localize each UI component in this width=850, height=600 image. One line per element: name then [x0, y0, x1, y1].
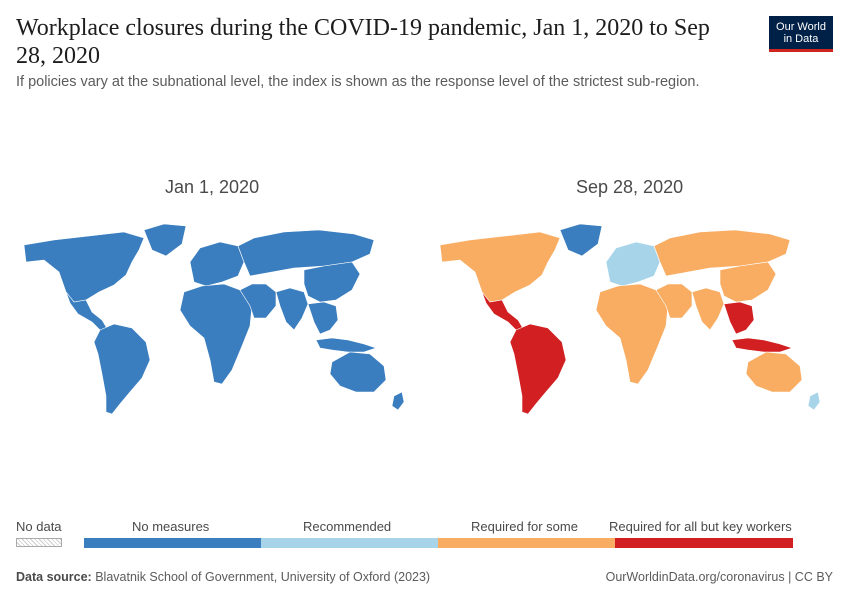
legend-swatch-recommended[interactable] — [261, 538, 438, 548]
legend-label-no-measures: No measures — [132, 519, 210, 534]
region-indonesia[interactable] — [315, 337, 377, 353]
region-southeast-asia[interactable] — [307, 301, 339, 335]
legend-swatch-required-all[interactable] — [615, 538, 793, 548]
region-middle-east[interactable] — [239, 283, 277, 319]
region-north-america[interactable] — [23, 231, 145, 303]
region-africa[interactable] — [179, 283, 253, 385]
map-sep-28-2020 — [439, 223, 821, 415]
region-africa[interactable] — [595, 283, 669, 385]
region-europe[interactable] — [605, 241, 661, 287]
region-middle-east[interactable] — [655, 283, 693, 319]
region-south-asia[interactable] — [275, 287, 309, 331]
region-indonesia[interactable] — [731, 337, 793, 353]
region-russia-central-asia[interactable] — [653, 229, 791, 277]
map-title-jan: Jan 1, 2020 — [165, 177, 260, 197]
owid-logo[interactable]: Our World in Data — [769, 16, 833, 52]
region-new-zealand[interactable] — [391, 391, 405, 411]
legend-no-data-label: No data — [16, 519, 62, 534]
region-greenland[interactable] — [559, 223, 603, 257]
region-australia[interactable] — [745, 351, 803, 393]
data-source-label: Data source: — [16, 570, 92, 584]
data-source: Data source: Blavatnik School of Governm… — [16, 570, 430, 584]
region-east-asia[interactable] — [719, 261, 777, 303]
region-australia[interactable] — [329, 351, 387, 393]
data-source-text: Blavatnik School of Government, Universi… — [95, 570, 431, 584]
region-south-america[interactable] — [93, 323, 151, 415]
chart-title: Workplace closures during the COVID-19 p… — [16, 15, 710, 69]
region-south-america[interactable] — [509, 323, 567, 415]
region-greenland[interactable] — [143, 223, 187, 257]
legend-swatch-no-measures[interactable] — [84, 538, 261, 548]
logo-line-2: in Data — [783, 33, 819, 45]
legend-no-data-swatch[interactable] — [16, 538, 62, 547]
legend-label-required-all: Required for all but key workers — [609, 519, 792, 534]
region-south-asia[interactable] — [691, 287, 725, 331]
map-title-sep: Sep 28, 2020 — [576, 177, 684, 197]
region-southeast-asia[interactable] — [723, 301, 755, 335]
region-east-asia[interactable] — [303, 261, 361, 303]
region-europe[interactable] — [189, 241, 245, 287]
logo-line-1: Our World — [776, 21, 826, 33]
legend-swatch-required-some[interactable] — [438, 538, 615, 548]
region-north-america[interactable] — [439, 231, 561, 303]
legend-label-recommended: Recommended — [303, 519, 392, 534]
region-new-zealand[interactable] — [807, 391, 821, 411]
chart-subtitle: If policies vary at the subnational leve… — [16, 74, 700, 90]
legend-label-required-some: Required for some — [471, 519, 578, 534]
footer-url-link[interactable]: OurWorldinData.org/coronavirus | CC BY — [605, 570, 833, 584]
map-jan-1-2020 — [23, 223, 405, 415]
region-russia-central-asia[interactable] — [237, 229, 375, 277]
